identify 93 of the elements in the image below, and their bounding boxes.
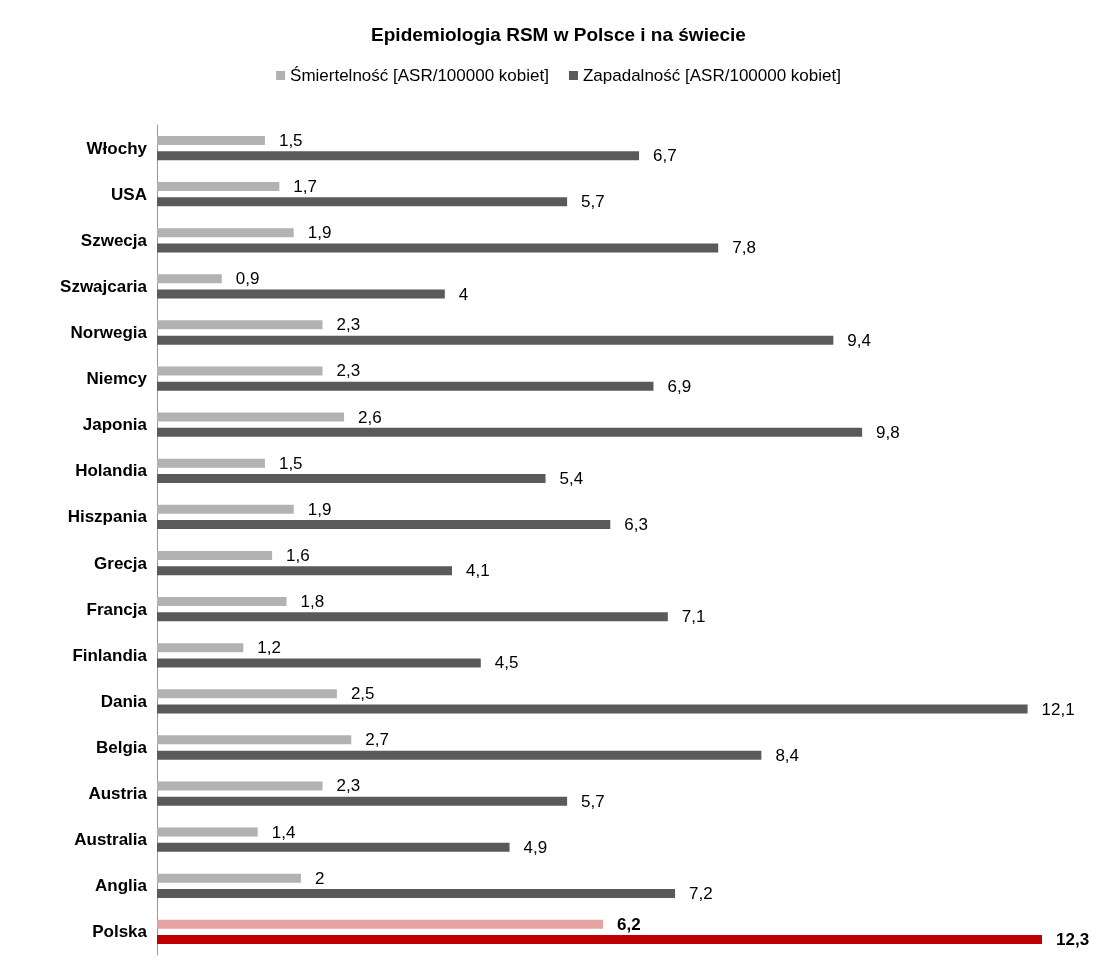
bar (157, 919, 604, 929)
data-label: 2,7 (365, 730, 389, 750)
data-label: 12,3 (1056, 930, 1090, 950)
bar (157, 473, 546, 483)
bar (157, 873, 301, 883)
data-label: 1,6 (286, 545, 310, 565)
y-tick-label: Austria (88, 784, 148, 804)
chart-title: Epidemiologia RSM w Polsce i na świecie (371, 24, 746, 45)
y-tick-label: Dania (100, 691, 148, 711)
bar (157, 888, 676, 898)
bar (157, 412, 345, 422)
data-label: 1,2 (257, 638, 281, 658)
bar (157, 935, 1042, 945)
bar (157, 735, 352, 745)
data-label: 4 (458, 284, 469, 304)
bar (157, 135, 265, 145)
bar (157, 827, 258, 837)
data-label: 6,9 (667, 376, 692, 396)
y-tick-label: Francja (86, 599, 148, 619)
data-label: 6,2 (617, 914, 641, 934)
data-label: 1,4 (271, 822, 296, 842)
y-tick-label: Szwecja (80, 230, 148, 250)
bar (157, 781, 323, 791)
legend-label: Zapadalność [ASR/100000 kobiet] (582, 66, 841, 85)
bar (157, 842, 510, 852)
legend-label: Śmiertelność [ASR/100000 kobiet] (290, 66, 549, 85)
data-label: 1,8 (300, 592, 325, 612)
data-label: 1,9 (307, 499, 332, 519)
data-label: 1,7 (293, 177, 317, 197)
y-tick-label: Belgia (95, 738, 148, 757)
y-tick-label: Polska (92, 922, 148, 942)
data-label: 5,7 (581, 192, 605, 212)
data-label: 2,6 (358, 407, 382, 427)
data-label: 7,2 (689, 883, 713, 903)
data-label: 1,9 (307, 223, 332, 243)
y-tick-label: Norwegia (70, 323, 148, 342)
bar (157, 643, 244, 653)
y-tick-label: Finlandia (72, 645, 148, 665)
bar (157, 458, 265, 468)
bar (157, 151, 640, 161)
data-label: 5,7 (581, 791, 605, 811)
bar (157, 597, 287, 607)
y-tick-label: Anglia (95, 876, 148, 896)
y-tick-label: USA (111, 184, 147, 204)
y-tick-label: Australia (74, 830, 148, 850)
bar (157, 658, 481, 668)
data-label: 2,3 (336, 315, 361, 335)
data-label: 2 (314, 868, 325, 888)
y-tick-label: Szwajcaria (60, 276, 148, 296)
bar (157, 197, 568, 207)
y-tick-label: Japonia (82, 415, 148, 435)
bar (157, 704, 1028, 714)
y-tick-label: Grecja (94, 553, 148, 573)
bar (157, 566, 452, 576)
bar (157, 796, 568, 806)
data-label: 9,4 (847, 330, 871, 350)
bar (157, 320, 323, 330)
data-label: 12,1 (1041, 699, 1075, 719)
data-label: 1,5 (278, 130, 303, 150)
y-tick-label: Włochy (86, 138, 148, 158)
data-label: 2,3 (336, 776, 361, 796)
data-label: 0,9 (235, 269, 260, 289)
bar (157, 612, 668, 622)
bar (157, 243, 719, 253)
data-label: 7,8 (732, 238, 756, 258)
bar (157, 182, 280, 192)
bar (157, 750, 762, 760)
bar (157, 550, 273, 560)
bar (157, 335, 834, 345)
data-label: 2,3 (336, 361, 361, 381)
data-label: 8,4 (775, 745, 800, 765)
bar (157, 381, 654, 391)
data-label: 6,3 (624, 515, 648, 535)
data-label: 4,5 (494, 653, 519, 673)
y-tick-label: Hiszpania (67, 507, 148, 527)
bar (157, 427, 863, 437)
data-label: 6,7 (653, 146, 677, 166)
data-label: 1,5 (278, 453, 303, 473)
data-label: 4,9 (523, 837, 548, 857)
y-tick-label: Holandia (75, 461, 148, 481)
data-label: 5,4 (559, 468, 584, 488)
bar (157, 228, 294, 238)
bar (157, 504, 294, 514)
bar (157, 520, 611, 530)
bar (157, 366, 323, 376)
data-label: 7,1 (681, 607, 706, 627)
bar (157, 689, 337, 699)
data-label: 4,1 (466, 561, 490, 581)
bar (157, 274, 222, 284)
data-label: 9,8 (876, 422, 900, 442)
y-tick-label: Niemcy (86, 369, 148, 389)
data-label: 2,5 (350, 684, 375, 704)
bar (157, 289, 445, 299)
